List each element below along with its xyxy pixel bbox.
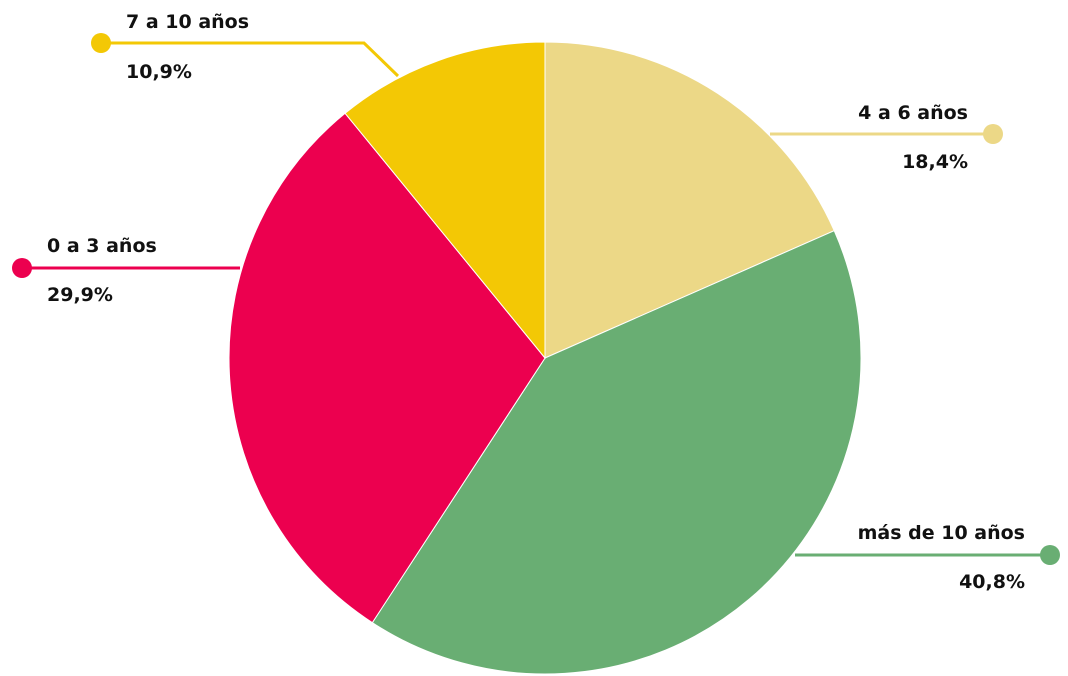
slice-value-7-10: 10,9% xyxy=(126,61,192,83)
leader-dot-7-10 xyxy=(91,33,111,53)
pie-slice-3 xyxy=(344,41,546,360)
slice-label-7-10: 7 a 10 años xyxy=(126,11,249,33)
slice-label-4-6: 4 a 6 años xyxy=(858,102,968,124)
callout-7-10: 7 a 10 años 10,9% xyxy=(91,11,400,83)
pie-slice-1 xyxy=(371,230,862,675)
pie-slice-2 xyxy=(228,112,546,624)
pie-slice-0 xyxy=(544,41,835,359)
slice-label-0-3: 0 a 3 años xyxy=(47,235,157,257)
pie-slices xyxy=(228,41,862,675)
slice-label-mas-de-10: más de 10 años xyxy=(858,522,1025,544)
callout-0-3: 0 a 3 años 29,9% xyxy=(12,235,240,306)
leader-dot-mas-de-10 xyxy=(1040,545,1060,565)
slice-value-0-3: 29,9% xyxy=(47,284,113,306)
slice-value-4-6: 18,4% xyxy=(902,151,968,173)
slice-value-mas-de-10: 40,8% xyxy=(959,571,1025,593)
leader-line-7-10 xyxy=(101,41,400,78)
leader-dot-4-6 xyxy=(983,124,1003,144)
leader-dot-0-3 xyxy=(12,258,32,278)
callout-4-6: 4 a 6 años 18,4% xyxy=(770,102,1003,173)
callout-mas-de-10: más de 10 años 40,8% xyxy=(795,522,1060,593)
